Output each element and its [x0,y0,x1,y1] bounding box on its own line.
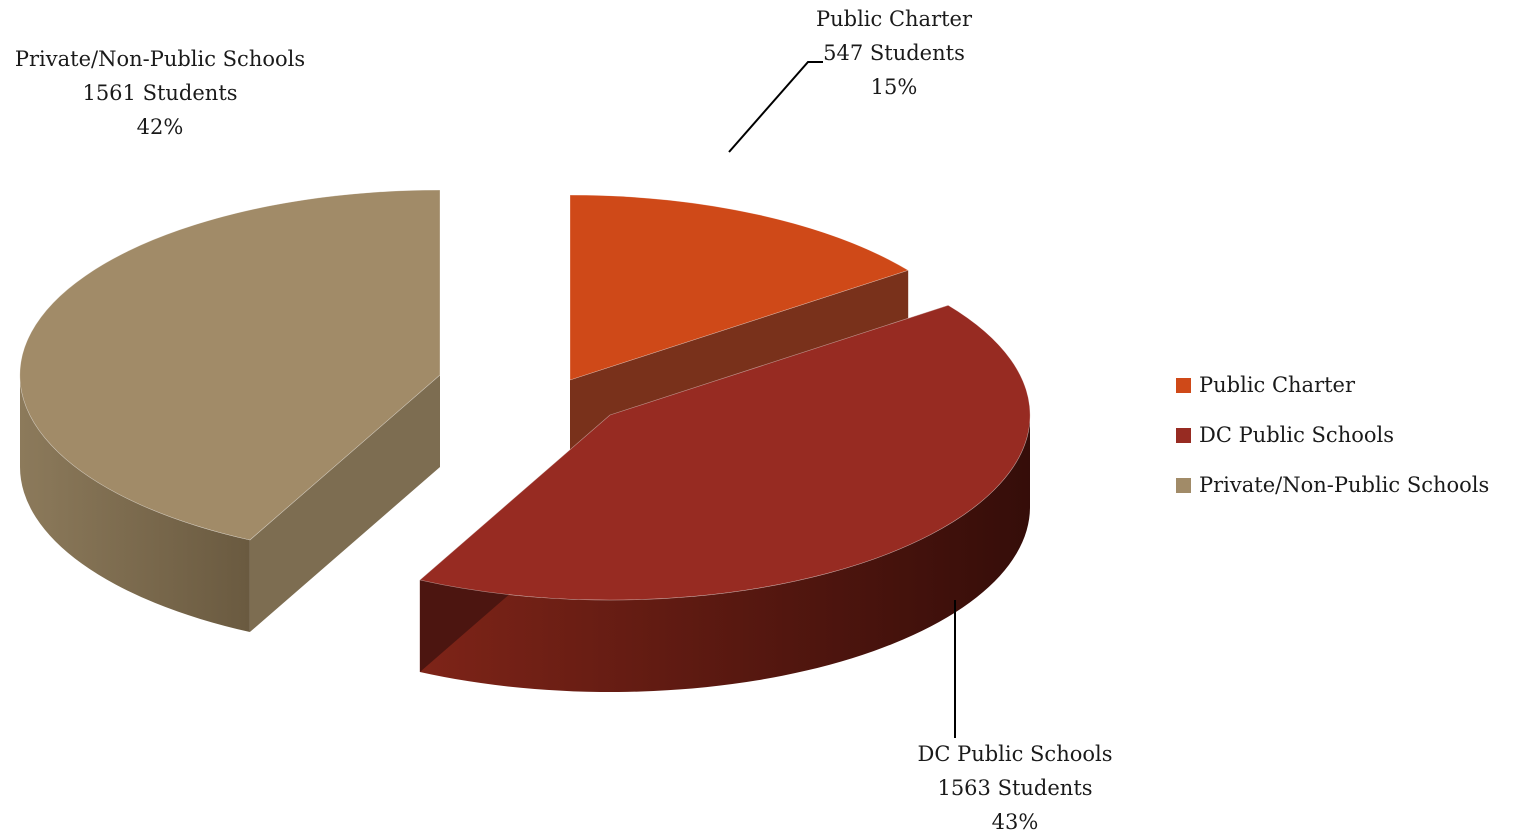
leader-line-public-charter [728,61,823,153]
legend-label-dc-public-schools: DC Public Schools [1199,423,1394,447]
data-label-public-charter: Public Charter 547 Students 15% [816,7,973,99]
legend-item-private-non-public-schools: Private/Non-Public Schools [1176,470,1489,500]
slice-top-public-charter [569,194,909,381]
legend-item-public-charter: Public Charter [1176,370,1489,400]
slice-edge-private-non-public-schools-0 [249,375,440,632]
legend-swatch-dc-public-schools [1176,427,1191,443]
slice-private-non-public-schools [19,189,441,632]
legend-label-public-charter: Public Charter [1199,373,1356,397]
data-label-dc-public-schools: DC Public Schools 1563 Students 43% [918,742,1113,833]
slice-top-private-non-public-schools [19,189,441,541]
slice-side-private-non-public-schools [19,375,250,632]
legend-item-dc-public-schools: DC Public Schools [1176,420,1489,450]
legend-swatch-private-non-public-schools [1176,477,1191,493]
chart-legend: Public Charter DC Public Schools Private… [1176,370,1489,520]
slice-side-dc-public-schools [419,415,1030,693]
legend-swatch-public-charter [1176,377,1191,393]
slice-top-dc-public-schools [419,304,1031,601]
slice-dc-public-schools [419,304,1031,693]
data-label-private-non-public-schools: Private/Non-Public Schools 1561 Students 4… [15,47,305,139]
legend-label-private-non-public-schools: Private/Non-Public Schools [1199,473,1490,497]
